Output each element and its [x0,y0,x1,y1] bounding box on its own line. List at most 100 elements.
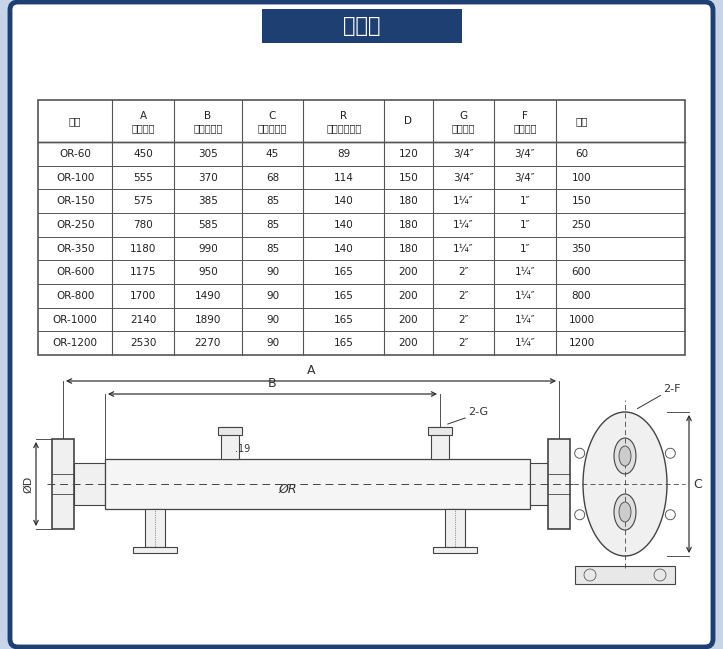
Text: 140: 140 [334,243,354,254]
Text: 200: 200 [398,315,418,324]
Text: 1¼″: 1¼″ [515,291,535,301]
Text: 555: 555 [133,173,153,182]
Text: 150: 150 [398,173,419,182]
Text: OR-250: OR-250 [56,220,95,230]
Text: OR-1200: OR-1200 [53,338,98,348]
Text: 2″: 2″ [458,291,469,301]
Bar [38,100,685,355]
Text: 165: 165 [334,315,354,324]
Bar [74,463,105,505]
Text: .19: .19 [235,444,250,454]
Ellipse shape [614,494,636,530]
Text: A: A [307,364,315,377]
Text: 1180: 1180 [130,243,156,254]
Text: G: G [459,111,468,121]
Ellipse shape [619,502,631,522]
Text: 1¼″: 1¼″ [453,220,474,230]
Text: （油口）: （油口） [452,123,475,134]
Text: 350: 350 [572,243,591,254]
Text: 165: 165 [334,267,354,277]
Bar [52,439,74,529]
Bar [575,566,675,584]
Text: 150: 150 [572,196,591,206]
Text: 2140: 2140 [130,315,156,324]
Text: 1¼″: 1¼″ [515,267,535,277]
Text: R: R [340,111,347,121]
Text: OR-600: OR-600 [56,267,95,277]
Text: OR-350: OR-350 [56,243,95,254]
Text: 950: 950 [198,267,218,277]
Text: 370: 370 [198,173,218,182]
Text: 1490: 1490 [194,291,221,301]
Text: 114: 114 [334,173,354,182]
Text: 85: 85 [266,196,279,206]
Text: 2″: 2″ [458,267,469,277]
Text: OR-150: OR-150 [56,196,95,206]
Text: 1¼″: 1¼″ [515,315,535,324]
Text: 1″: 1″ [520,220,530,230]
Text: B: B [205,111,211,121]
Text: 45: 45 [266,149,279,159]
Bar [105,459,530,509]
Text: 120: 120 [398,149,419,159]
Ellipse shape [619,446,631,466]
Bar [445,509,465,547]
Text: 385: 385 [198,196,218,206]
Text: 3/4″: 3/4″ [453,149,474,159]
Text: OR-800: OR-800 [56,291,95,301]
Text: OR-60: OR-60 [59,149,91,159]
Text: C: C [693,478,702,491]
Text: 200: 200 [398,338,418,348]
Text: 1″: 1″ [520,243,530,254]
Bar [530,463,548,505]
Text: 1890: 1890 [194,315,221,324]
Text: 800: 800 [572,291,591,301]
Text: 60: 60 [575,149,588,159]
Text: （总长）: （总长） [132,123,155,134]
Text: 2530: 2530 [130,338,156,348]
Bar [218,427,242,435]
Text: 1200: 1200 [568,338,594,348]
Bar [262,9,462,43]
Text: 2-F: 2-F [663,384,680,394]
Text: B: B [268,377,277,390]
Text: 165: 165 [334,338,354,348]
Text: C: C [269,111,276,121]
Text: 180: 180 [398,220,419,230]
Text: 140: 140 [334,220,354,230]
Bar [431,427,449,459]
Text: 140: 140 [334,196,354,206]
Text: 1¼″: 1¼″ [515,338,535,348]
Text: 89: 89 [337,149,351,159]
Text: 1000: 1000 [568,315,594,324]
Text: F: F [522,111,528,121]
Text: 250: 250 [572,220,591,230]
Bar [428,427,452,435]
Text: （油口距）: （油口距） [193,123,223,134]
Bar [433,547,477,553]
Ellipse shape [583,412,667,556]
Text: 3/4″: 3/4″ [453,173,474,182]
Text: 90: 90 [266,291,279,301]
Text: 85: 85 [266,220,279,230]
Bar [221,427,239,459]
Text: 780: 780 [133,220,153,230]
Text: ØR: ØR [278,482,296,495]
Ellipse shape [614,438,636,474]
Text: 100: 100 [572,173,591,182]
Text: D: D [404,116,412,126]
Text: 85: 85 [266,243,279,254]
Text: （水口）: （水口） [513,123,536,134]
Text: ØD: ØD [23,475,33,493]
Text: 2″: 2″ [458,338,469,348]
Text: 90: 90 [266,315,279,324]
Text: 180: 180 [398,243,419,254]
Text: OR-1000: OR-1000 [53,315,98,324]
Text: 90: 90 [266,338,279,348]
Text: 3/4″: 3/4″ [515,173,535,182]
Bar [145,509,165,547]
Text: 90: 90 [266,267,279,277]
Text: 165: 165 [334,291,354,301]
Text: （管筒直径）: （管筒直径） [326,123,362,134]
Text: 1¼″: 1¼″ [453,243,474,254]
